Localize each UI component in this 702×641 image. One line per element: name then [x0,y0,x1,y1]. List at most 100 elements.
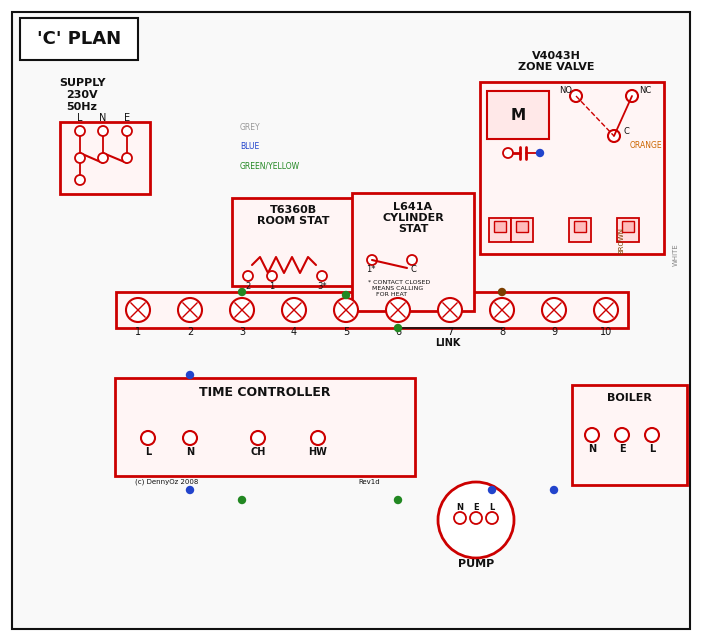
Text: L: L [489,503,495,512]
Circle shape [486,512,498,524]
Bar [232,198,354,286]
Text: C: C [410,265,416,274]
Circle shape [239,288,246,296]
Text: 1*: 1* [366,265,376,274]
Text: 2: 2 [187,327,193,337]
Circle shape [395,497,402,503]
Circle shape [239,497,246,503]
Text: 3*: 3* [317,281,327,290]
Text: GREY: GREY [240,122,260,131]
Circle shape [243,271,253,281]
Bar [115,378,415,476]
Text: L: L [145,447,151,457]
Circle shape [183,431,197,445]
Text: WHITE: WHITE [673,244,679,267]
Text: 7: 7 [447,327,453,337]
Text: STAT: STAT [398,224,428,234]
Text: 4: 4 [291,327,297,337]
Circle shape [498,288,505,296]
Text: N: N [588,444,596,454]
Bar [60,122,150,194]
Circle shape [75,126,85,136]
Bar [572,385,687,485]
Circle shape [503,148,513,158]
Circle shape [317,271,327,281]
Circle shape [334,298,358,322]
Text: E: E [473,503,479,512]
Text: CYLINDER: CYLINDER [382,213,444,223]
Text: NC: NC [639,85,651,94]
Text: ROOM STAT: ROOM STAT [257,216,329,226]
Text: 10: 10 [600,327,612,337]
Text: GREEN/YELLOW: GREEN/YELLOW [240,162,300,171]
Circle shape [98,126,108,136]
Circle shape [367,255,377,265]
Bar [487,91,549,139]
Circle shape [645,428,659,442]
Circle shape [75,175,85,185]
Bar [569,218,591,242]
Text: C: C [623,126,629,135]
Circle shape [615,428,629,442]
Circle shape [585,428,599,442]
Circle shape [178,298,202,322]
Bar [617,218,639,242]
Text: L: L [649,444,655,454]
Text: BLUE: BLUE [240,142,259,151]
Circle shape [311,431,325,445]
Circle shape [542,298,566,322]
Text: 8: 8 [499,327,505,337]
Circle shape [122,126,132,136]
Text: 3: 3 [239,327,245,337]
Bar [511,218,533,242]
Bar [516,221,528,232]
Text: BOILER: BOILER [607,393,651,403]
Circle shape [570,90,582,102]
Circle shape [75,153,85,163]
Circle shape [594,298,618,322]
Bar [494,221,506,232]
Text: 'C' PLAN: 'C' PLAN [37,30,121,48]
Circle shape [386,298,410,322]
Text: E: E [618,444,625,454]
Text: T6360B: T6360B [270,205,317,215]
Circle shape [438,298,462,322]
Text: (c) DennyOz 2008: (c) DennyOz 2008 [135,479,199,485]
Circle shape [470,512,482,524]
Bar [622,221,634,232]
Circle shape [98,153,108,163]
Text: * CONTACT CLOSED
  MEANS CALLING
    FOR HEAT: * CONTACT CLOSED MEANS CALLING FOR HEAT [368,280,430,297]
Circle shape [395,324,402,331]
Text: 9: 9 [551,327,557,337]
Text: N: N [456,503,463,512]
Circle shape [187,372,194,378]
Circle shape [126,298,150,322]
Circle shape [490,298,514,322]
Bar [480,82,664,254]
Text: L: L [77,113,83,123]
Text: 2: 2 [246,281,251,290]
Text: SUPPLY
230V
50Hz: SUPPLY 230V 50Hz [59,78,105,112]
Circle shape [407,255,417,265]
Text: HW: HW [309,447,327,457]
Text: LINK: LINK [435,338,461,348]
Circle shape [608,130,620,142]
Circle shape [251,431,265,445]
Bar [116,292,628,328]
Circle shape [343,292,350,299]
Text: 5: 5 [343,327,349,337]
Text: E: E [124,113,130,123]
Bar [472,74,672,274]
Text: BROWN: BROWN [618,226,624,253]
Circle shape [230,298,254,322]
Circle shape [282,298,306,322]
Circle shape [454,512,466,524]
Text: ZONE VALVE: ZONE VALVE [518,62,595,72]
Circle shape [187,487,194,494]
Text: PUMP: PUMP [458,559,494,569]
Bar [489,218,511,242]
Bar [352,193,474,311]
Text: M: M [510,108,526,122]
Text: NO: NO [559,85,573,94]
Circle shape [550,487,557,494]
